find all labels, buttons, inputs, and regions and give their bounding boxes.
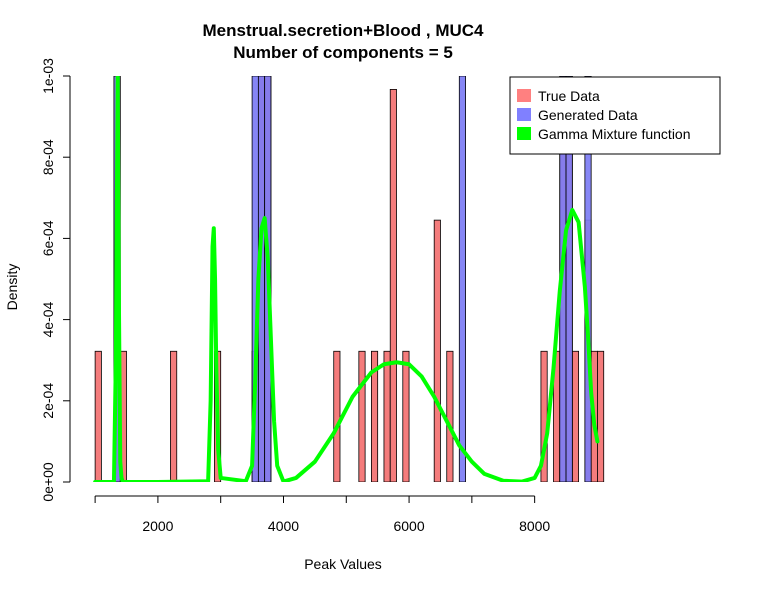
generated-data-bar-4 [458,76,466,482]
x-axis: 2000 4000 6000 8000 [94,495,550,534]
true-data-bar-15 [446,350,454,482]
legend-swatch-true-data [517,89,531,102]
x-tick-label-1: 4000 [268,518,299,534]
x-tick-label-0: 2000 [142,518,173,534]
y-tick-label-5: 1e-03 [40,58,56,94]
chart-title-line-1: Menstrual.secretion+Blood , MUC4 [202,21,484,40]
y-tick-label-0: 0e+00 [40,462,56,502]
true-data-bar-14 [433,219,441,482]
true-data-bar-0 [94,350,102,482]
legend: True Data Generated Data Gamma Mixture f… [509,76,721,155]
true-data-bar-23 [597,350,605,482]
generated-data-bar-6 [565,76,573,482]
x-tick-label-2: 6000 [393,518,424,534]
true-data-bar-10 [370,350,379,482]
y-tick-label-2: 4e-04 [40,301,56,337]
y-tick-label-1: 2e-04 [40,383,56,419]
legend-label-gamma-mixture: Gamma Mixture function [538,126,691,142]
true-data-bar-20 [571,350,580,482]
x-axis-label: Peak Values [304,556,382,572]
legend-label-generated-data: Generated Data [538,107,638,123]
y-axis-label: Density [4,264,20,311]
chart-title-line-2: Number of components = 5 [233,43,453,62]
true-data-bar-13 [402,350,410,482]
true-data-bar-9 [358,350,366,482]
y-tick-label-4: 8e-04 [40,139,56,175]
legend-label-true-data: True Data [538,88,600,104]
true-data-bar-12 [389,89,397,482]
legend-box [509,76,721,155]
legend-swatch-gamma-mixture [517,127,531,140]
gamma-mixture-curve [93,76,600,482]
true-data-bar-3 [170,350,178,482]
y-axis: 0e+00 2e-04 4e-04 6e-04 8e-04 1e-03 [40,58,71,502]
mixture-curve-layer [93,76,600,482]
x-tick-label-3: 8000 [519,518,550,534]
true-data-bar-11 [383,350,391,482]
true-data-bar-8 [333,350,341,482]
legend-swatch-generated-data [517,108,531,121]
y-tick-label-3: 6e-04 [40,220,56,256]
